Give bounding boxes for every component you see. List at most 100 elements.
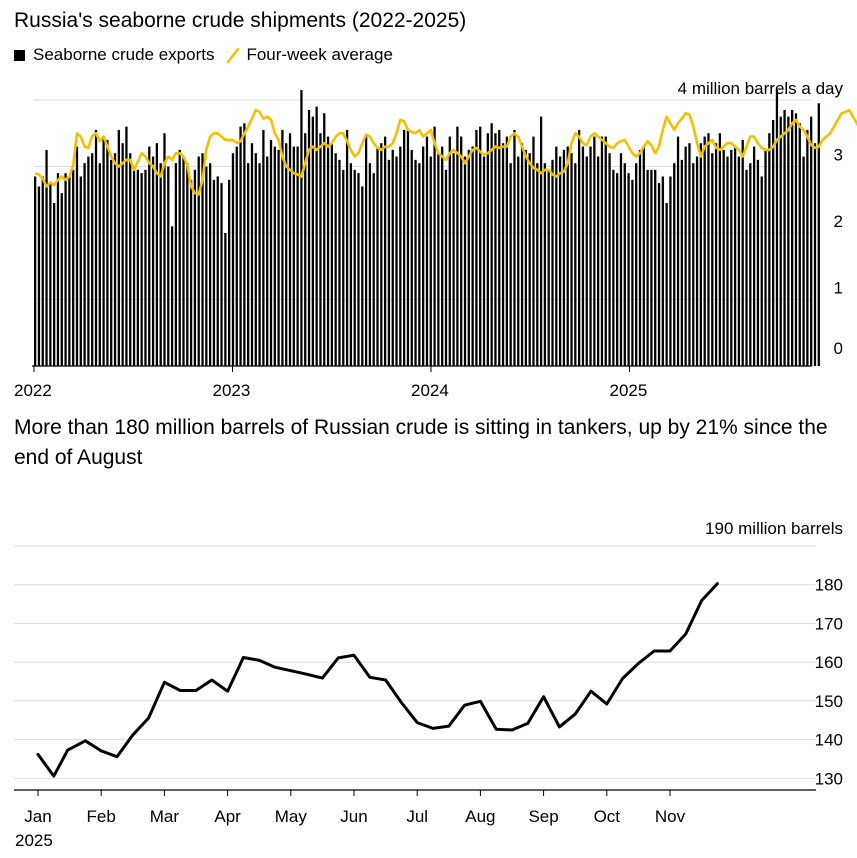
export-bar (224, 233, 227, 366)
line-legend-swatch (227, 47, 240, 64)
export-bar (334, 153, 337, 366)
export-bar (756, 159, 760, 366)
export-bar (471, 146, 474, 366)
export-bar (616, 173, 619, 366)
export-bar (745, 169, 748, 366)
x-tick-label: Nov (655, 807, 686, 826)
export-bar (589, 146, 592, 366)
export-bar (813, 143, 817, 366)
export-bar (722, 149, 725, 367)
export-bar (574, 163, 577, 366)
export-bar (604, 136, 607, 366)
export-bar (760, 176, 763, 366)
x-tick-label: Sep (528, 807, 558, 826)
export-bar (235, 146, 238, 366)
export-bar (330, 143, 333, 366)
export-bar (186, 163, 189, 366)
export-bar (817, 103, 820, 366)
export-bar (539, 116, 543, 367)
export-bar (148, 146, 151, 366)
export-bar (296, 146, 299, 366)
export-bar (205, 166, 208, 366)
export-bar (806, 129, 809, 366)
export-bar (403, 129, 406, 366)
export-bar (752, 146, 756, 366)
export-bar (467, 149, 470, 367)
export-bar (170, 226, 174, 366)
export-bar (353, 169, 356, 366)
export-bar (695, 156, 699, 366)
x-tick-label: Oct (594, 807, 621, 826)
export-bar (422, 146, 425, 366)
x-tick-label: Mar (150, 807, 180, 826)
chart1-legend: Seaborne crude exports Four-week average (14, 45, 393, 65)
export-bar (281, 129, 284, 366)
line-legend-label: Four-week average (246, 45, 393, 64)
export-bar (285, 143, 288, 366)
export-bar (345, 129, 349, 366)
export-bar (764, 149, 767, 367)
y-tick-label: 3 (834, 146, 843, 165)
export-bar (635, 163, 638, 366)
x-year-label: 2025 (15, 831, 53, 850)
export-bar (79, 176, 82, 366)
export-bar (418, 163, 421, 366)
y-tick-label: 150 (815, 692, 843, 711)
export-bar (288, 133, 292, 366)
export-bar (528, 153, 531, 366)
export-bar (646, 169, 649, 366)
export-bar (650, 169, 653, 366)
export-bar (228, 179, 231, 366)
tanker-storage-line (36, 582, 719, 778)
export-bar (319, 133, 322, 366)
export-bar (490, 123, 493, 366)
export-bar (810, 116, 813, 367)
export-bar (102, 136, 105, 366)
export-bar (798, 123, 801, 366)
export-bar (406, 129, 410, 366)
export-bar (376, 146, 379, 366)
export-bar (174, 163, 178, 366)
export-bar (517, 156, 520, 366)
x-tick-label: 2023 (213, 381, 251, 400)
export-bar (577, 129, 581, 366)
export-bar (300, 90, 303, 367)
export-bar (714, 143, 718, 366)
export-bar (307, 109, 311, 366)
export-bar (91, 153, 94, 366)
export-bar (53, 203, 56, 366)
export-bar (37, 186, 41, 366)
export-bar (505, 136, 508, 366)
export-bar (182, 156, 185, 366)
export-bar (642, 146, 645, 366)
export-bar (132, 166, 136, 366)
export-bar (665, 203, 668, 366)
export-bar (349, 163, 353, 366)
export-bar (707, 133, 710, 366)
export-bar (159, 163, 162, 366)
export-bar (520, 143, 524, 366)
export-bar (444, 169, 448, 366)
export-bar (75, 146, 79, 366)
y-tick-label: 2 (834, 212, 843, 231)
x-tick-label: May (275, 807, 308, 826)
export-bar (247, 163, 250, 366)
export-bar (83, 163, 86, 366)
chart1-title: Russia's seaborne crude shipments (2022-… (14, 9, 467, 32)
export-bar (304, 133, 307, 366)
export-bar (684, 146, 687, 366)
export-bar (151, 156, 155, 366)
export-bar (338, 159, 341, 366)
y-unit-label: 190 million barrels (705, 519, 843, 538)
export-bar (501, 143, 505, 366)
export-bar (212, 179, 216, 366)
export-bar (106, 139, 109, 366)
x-tick-label: Jul (406, 807, 428, 826)
export-bar (163, 133, 166, 366)
export-bar (315, 106, 318, 367)
export-bar (45, 149, 48, 367)
export-bar (692, 163, 695, 366)
export-bar (113, 153, 117, 366)
export-bar (730, 149, 733, 367)
export-bar (364, 136, 368, 366)
